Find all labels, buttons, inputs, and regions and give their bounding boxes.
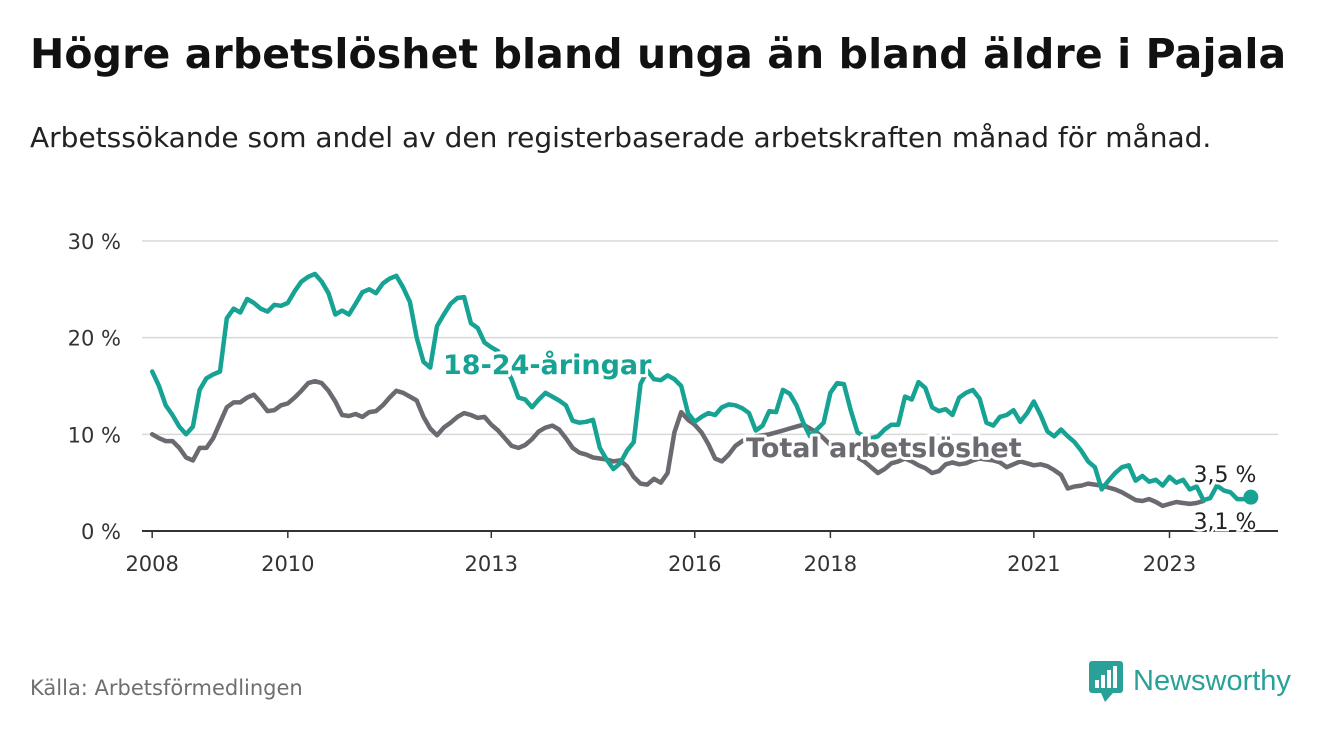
y-tick-label: 30 % xyxy=(68,230,121,254)
series-line-youth xyxy=(149,271,1254,503)
total-series-label: Total arbetslöshet xyxy=(746,433,1022,464)
x-axis: 2008 2010 2013 2016 2018 2021 2023 xyxy=(125,531,1196,576)
total-end-value: 3,1 % xyxy=(1194,510,1257,535)
y-tick-label: 10 % xyxy=(68,423,121,447)
y-gridlines xyxy=(142,240,1278,532)
source-note: Källa: Arbetsförmedlingen xyxy=(30,676,303,700)
x-tick-label: 2023 xyxy=(1143,552,1196,576)
y-tick-label: 20 % xyxy=(68,327,121,351)
x-tick-label: 2010 xyxy=(261,552,314,576)
chart-title: Högre arbetslöshet bland unga än bland ä… xyxy=(30,30,1287,78)
youth-series-label: 18-24-åringar xyxy=(443,349,652,381)
x-tick-label: 2021 xyxy=(1007,552,1060,576)
newsworthy-logo-icon xyxy=(1089,661,1123,702)
y-tick-labels: 0 % 10 % 20 % 30 % xyxy=(68,230,121,544)
chart-subtitle: Arbetssökande som andel av den registerb… xyxy=(30,121,1212,154)
line-chart: 0 % 10 % 20 % 30 % 2008 2010 2013 2016 2018 2021… xyxy=(68,230,1278,576)
x-tick-label: 2008 xyxy=(125,552,178,576)
brand-name: Newsworthy xyxy=(1133,664,1291,697)
y-tick-label: 0 % xyxy=(81,520,121,544)
youth-end-value: 3,5 % xyxy=(1194,463,1257,488)
series-line-total xyxy=(149,378,1206,509)
x-tick-label: 2018 xyxy=(804,552,857,576)
series-labels: 18-24-åringar Total arbetslöshet 3,5 % 3,1 … xyxy=(440,346,1259,538)
brand[interactable]: Newsworthy xyxy=(1088,659,1291,703)
x-tick-label: 2013 xyxy=(465,552,518,576)
series-lines xyxy=(149,271,1259,509)
x-tick-label: 2016 xyxy=(668,552,721,576)
youth-end-marker xyxy=(1243,489,1259,505)
